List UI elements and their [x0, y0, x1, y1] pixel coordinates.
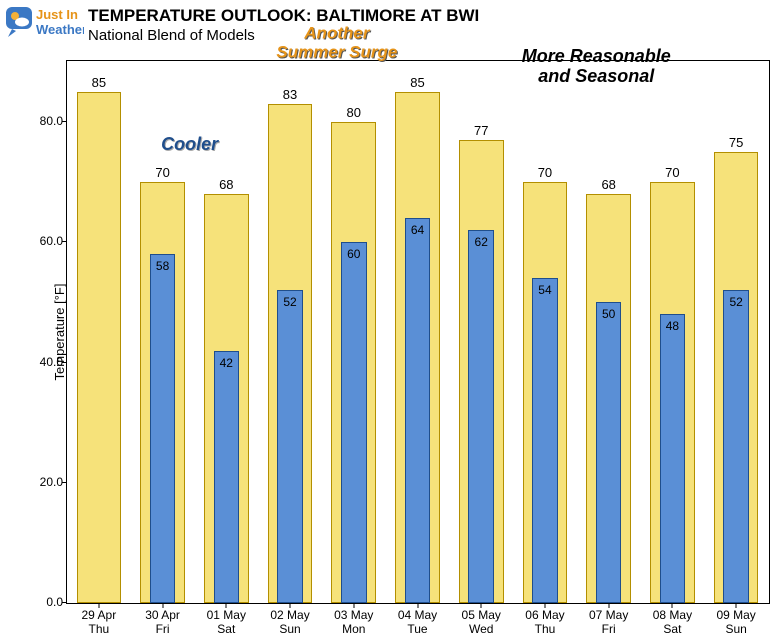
y-tick-label: 80.0: [29, 114, 63, 128]
low-value-label: 60: [342, 247, 365, 261]
logo-bottom-text: Weather: [36, 22, 84, 37]
chart-plot-area: Temperature [°F] 85705868428352806085647…: [66, 60, 770, 604]
low-bar: 52: [277, 290, 302, 603]
high-value-label: 80: [332, 105, 375, 120]
annotation: More Reasonableand Seasonal: [522, 47, 671, 87]
logo: Just In Weather: [0, 0, 88, 48]
justinweather-logo: Just In Weather: [4, 1, 84, 47]
high-value-label: 83: [269, 87, 312, 102]
low-value-label: 58: [151, 259, 174, 273]
low-bar: 50: [596, 302, 621, 603]
page-title: TEMPERATURE OUTLOOK: BALTIMORE AT BWI: [88, 6, 479, 26]
high-bar: 85: [77, 92, 122, 603]
low-bar: 64: [405, 218, 430, 603]
high-value-label: 68: [587, 177, 630, 192]
logo-top-text: Just In: [36, 7, 78, 22]
high-value-label: 70: [524, 165, 567, 180]
low-value-label: 50: [597, 307, 620, 321]
low-bar: 42: [214, 351, 239, 603]
low-bar: 60: [341, 242, 366, 603]
page: Just In Weather TEMPERATURE OUTLOOK: BAL…: [0, 0, 780, 632]
low-value-label: 48: [661, 319, 684, 333]
y-tick-label: 20.0: [29, 475, 63, 489]
high-value-label: 68: [205, 177, 248, 192]
low-value-label: 52: [724, 295, 747, 309]
y-tick-mark: [62, 241, 67, 242]
y-tick-mark: [62, 362, 67, 363]
high-value-label: 85: [78, 75, 121, 90]
low-bar: 52: [723, 290, 748, 603]
high-value-label: 70: [141, 165, 184, 180]
y-tick-mark: [62, 482, 67, 483]
low-value-label: 64: [406, 223, 429, 237]
low-value-label: 42: [215, 356, 238, 370]
low-bar: 62: [468, 230, 493, 603]
y-tick-label: 60.0: [29, 234, 63, 248]
low-value-label: 62: [469, 235, 492, 249]
y-tick-mark: [62, 602, 67, 603]
high-value-label: 70: [651, 165, 694, 180]
high-value-label: 85: [396, 75, 439, 90]
low-value-label: 54: [533, 283, 556, 297]
annotation: AnotherSummer Surge: [276, 24, 397, 61]
annotation: Cooler: [161, 135, 218, 155]
low-value-label: 52: [278, 295, 301, 309]
low-bar: 58: [150, 254, 175, 603]
low-bar: 48: [660, 314, 685, 603]
y-tick-mark: [62, 121, 67, 122]
high-value-label: 75: [715, 135, 758, 150]
high-value-label: 77: [460, 123, 503, 138]
y-tick-label: 40.0: [29, 355, 63, 369]
y-tick-label: 0.0: [29, 595, 63, 609]
low-bar: 54: [532, 278, 557, 603]
